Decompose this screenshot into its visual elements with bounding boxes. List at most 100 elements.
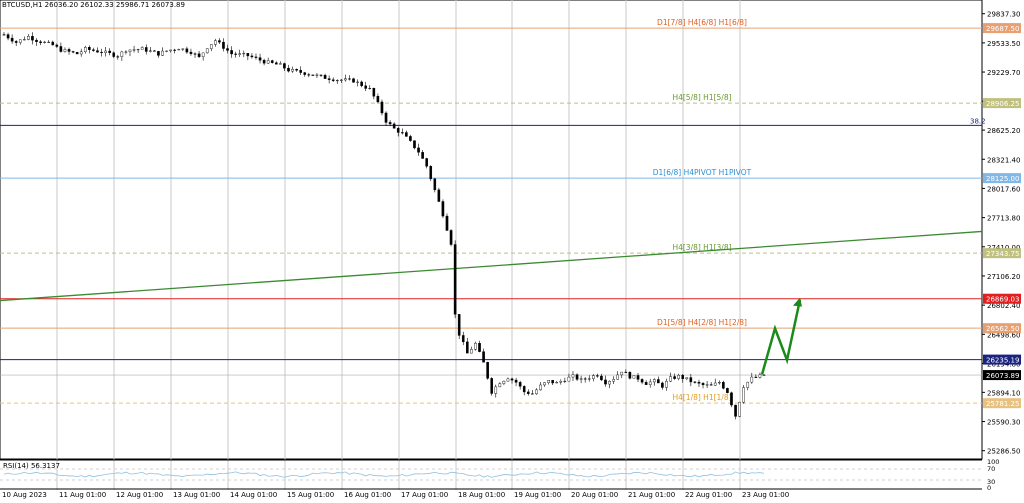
candle-body (185, 48, 189, 53)
candle-body (311, 74, 315, 76)
rsi-label: RSI(14) 56.3137 (3, 462, 60, 470)
price-tag-label: 27343.75 (986, 250, 1019, 258)
plot-frame (0, 0, 983, 460)
rsi-line (3, 471, 765, 478)
candle-body (140, 47, 144, 50)
price-tag (983, 173, 1021, 184)
candle-body (352, 78, 355, 83)
projection-arrow (760, 299, 802, 375)
candle-body (83, 47, 87, 52)
candle-body (445, 215, 449, 231)
trendline (0, 230, 983, 302)
level-label: D1[6/8] H4PIVOT H1PIVOT (653, 168, 752, 177)
candle-body (287, 67, 290, 72)
candle-body (79, 51, 83, 55)
candle-body (470, 349, 473, 354)
candle-body (681, 375, 685, 380)
candle-body (169, 49, 172, 52)
candle-body (709, 384, 713, 386)
candle-body (344, 78, 347, 81)
candle-body (250, 55, 254, 58)
candle-body (697, 381, 701, 384)
candle-body (124, 51, 128, 53)
candle-body (490, 378, 494, 394)
candle-body (425, 158, 428, 167)
candle-body (547, 380, 550, 383)
candle-body (92, 49, 95, 51)
candle-body (274, 62, 278, 65)
candle-body (717, 382, 721, 384)
candle-body (10, 37, 14, 42)
candle-body (376, 95, 380, 103)
y-tick-label: 25286.50 (987, 448, 1020, 456)
candle-body (677, 375, 680, 379)
candle-body (173, 49, 176, 51)
price-tag-label: 28906.25 (986, 100, 1019, 108)
candle-body (669, 376, 672, 382)
candle-body (31, 36, 34, 41)
candle-body (429, 166, 433, 180)
price-tag-label: 25781.25 (986, 400, 1019, 408)
candle-body (457, 314, 461, 336)
candle-body (209, 44, 213, 49)
candle-body (39, 41, 42, 43)
candle-body (226, 48, 229, 51)
candle-body (608, 381, 611, 385)
x-tick-label: 17 Aug 01:00 (401, 491, 448, 499)
candle-body (295, 69, 298, 71)
candle-body (409, 136, 412, 141)
candle-body (335, 80, 339, 82)
candle-body (35, 39, 38, 42)
y-tick-label: 25894.10 (987, 389, 1020, 397)
rsi-axis-label: 0 (987, 484, 991, 492)
projection-arrowhead (793, 297, 802, 307)
candle-body (96, 50, 99, 53)
price-tag-label: 28125.00 (986, 175, 1019, 183)
price-tag (983, 293, 1021, 304)
y-tick-label: 28017.60 (987, 185, 1020, 193)
candle-body (43, 41, 46, 43)
candle-body (181, 48, 185, 50)
candle-body (396, 128, 400, 133)
candle-body (201, 52, 205, 57)
candle-body (502, 380, 506, 384)
candle-body (319, 74, 323, 76)
candle-body (441, 201, 445, 217)
candle-body (157, 51, 160, 56)
candle-body (315, 74, 319, 76)
candle-body (640, 379, 644, 383)
candle-body (750, 376, 754, 383)
candle-body (665, 380, 668, 388)
price-tag (983, 98, 1021, 109)
candle-body (283, 63, 286, 69)
candle-body (535, 389, 538, 395)
x-tick-label: 19 Aug 01:00 (514, 491, 561, 499)
candle-body (218, 40, 221, 43)
candle-body (417, 147, 420, 153)
candle-body (453, 244, 457, 315)
candle-body (604, 379, 607, 385)
rsi-axis-label: 70 (987, 465, 995, 473)
y-tick-label: 29533.50 (987, 40, 1020, 48)
candle-body (486, 362, 489, 379)
candle-body (356, 81, 359, 83)
candle-body (563, 380, 567, 382)
candle-body (482, 351, 485, 363)
candle-body (624, 371, 628, 373)
fib-label: 38.2 (970, 117, 986, 125)
candle-body (738, 401, 741, 417)
candle-body (193, 53, 197, 55)
y-tick-label: 27106.20 (987, 273, 1020, 281)
candle-body (6, 34, 10, 39)
candle-body (299, 70, 302, 73)
y-tick-label: 29837.30 (987, 11, 1020, 19)
candle-body (165, 50, 168, 52)
candle-body (51, 41, 55, 46)
candle-body (161, 50, 164, 56)
candle-body (238, 53, 242, 55)
candle-body (270, 60, 274, 63)
candle-body (348, 78, 351, 80)
candle-body (254, 56, 258, 58)
